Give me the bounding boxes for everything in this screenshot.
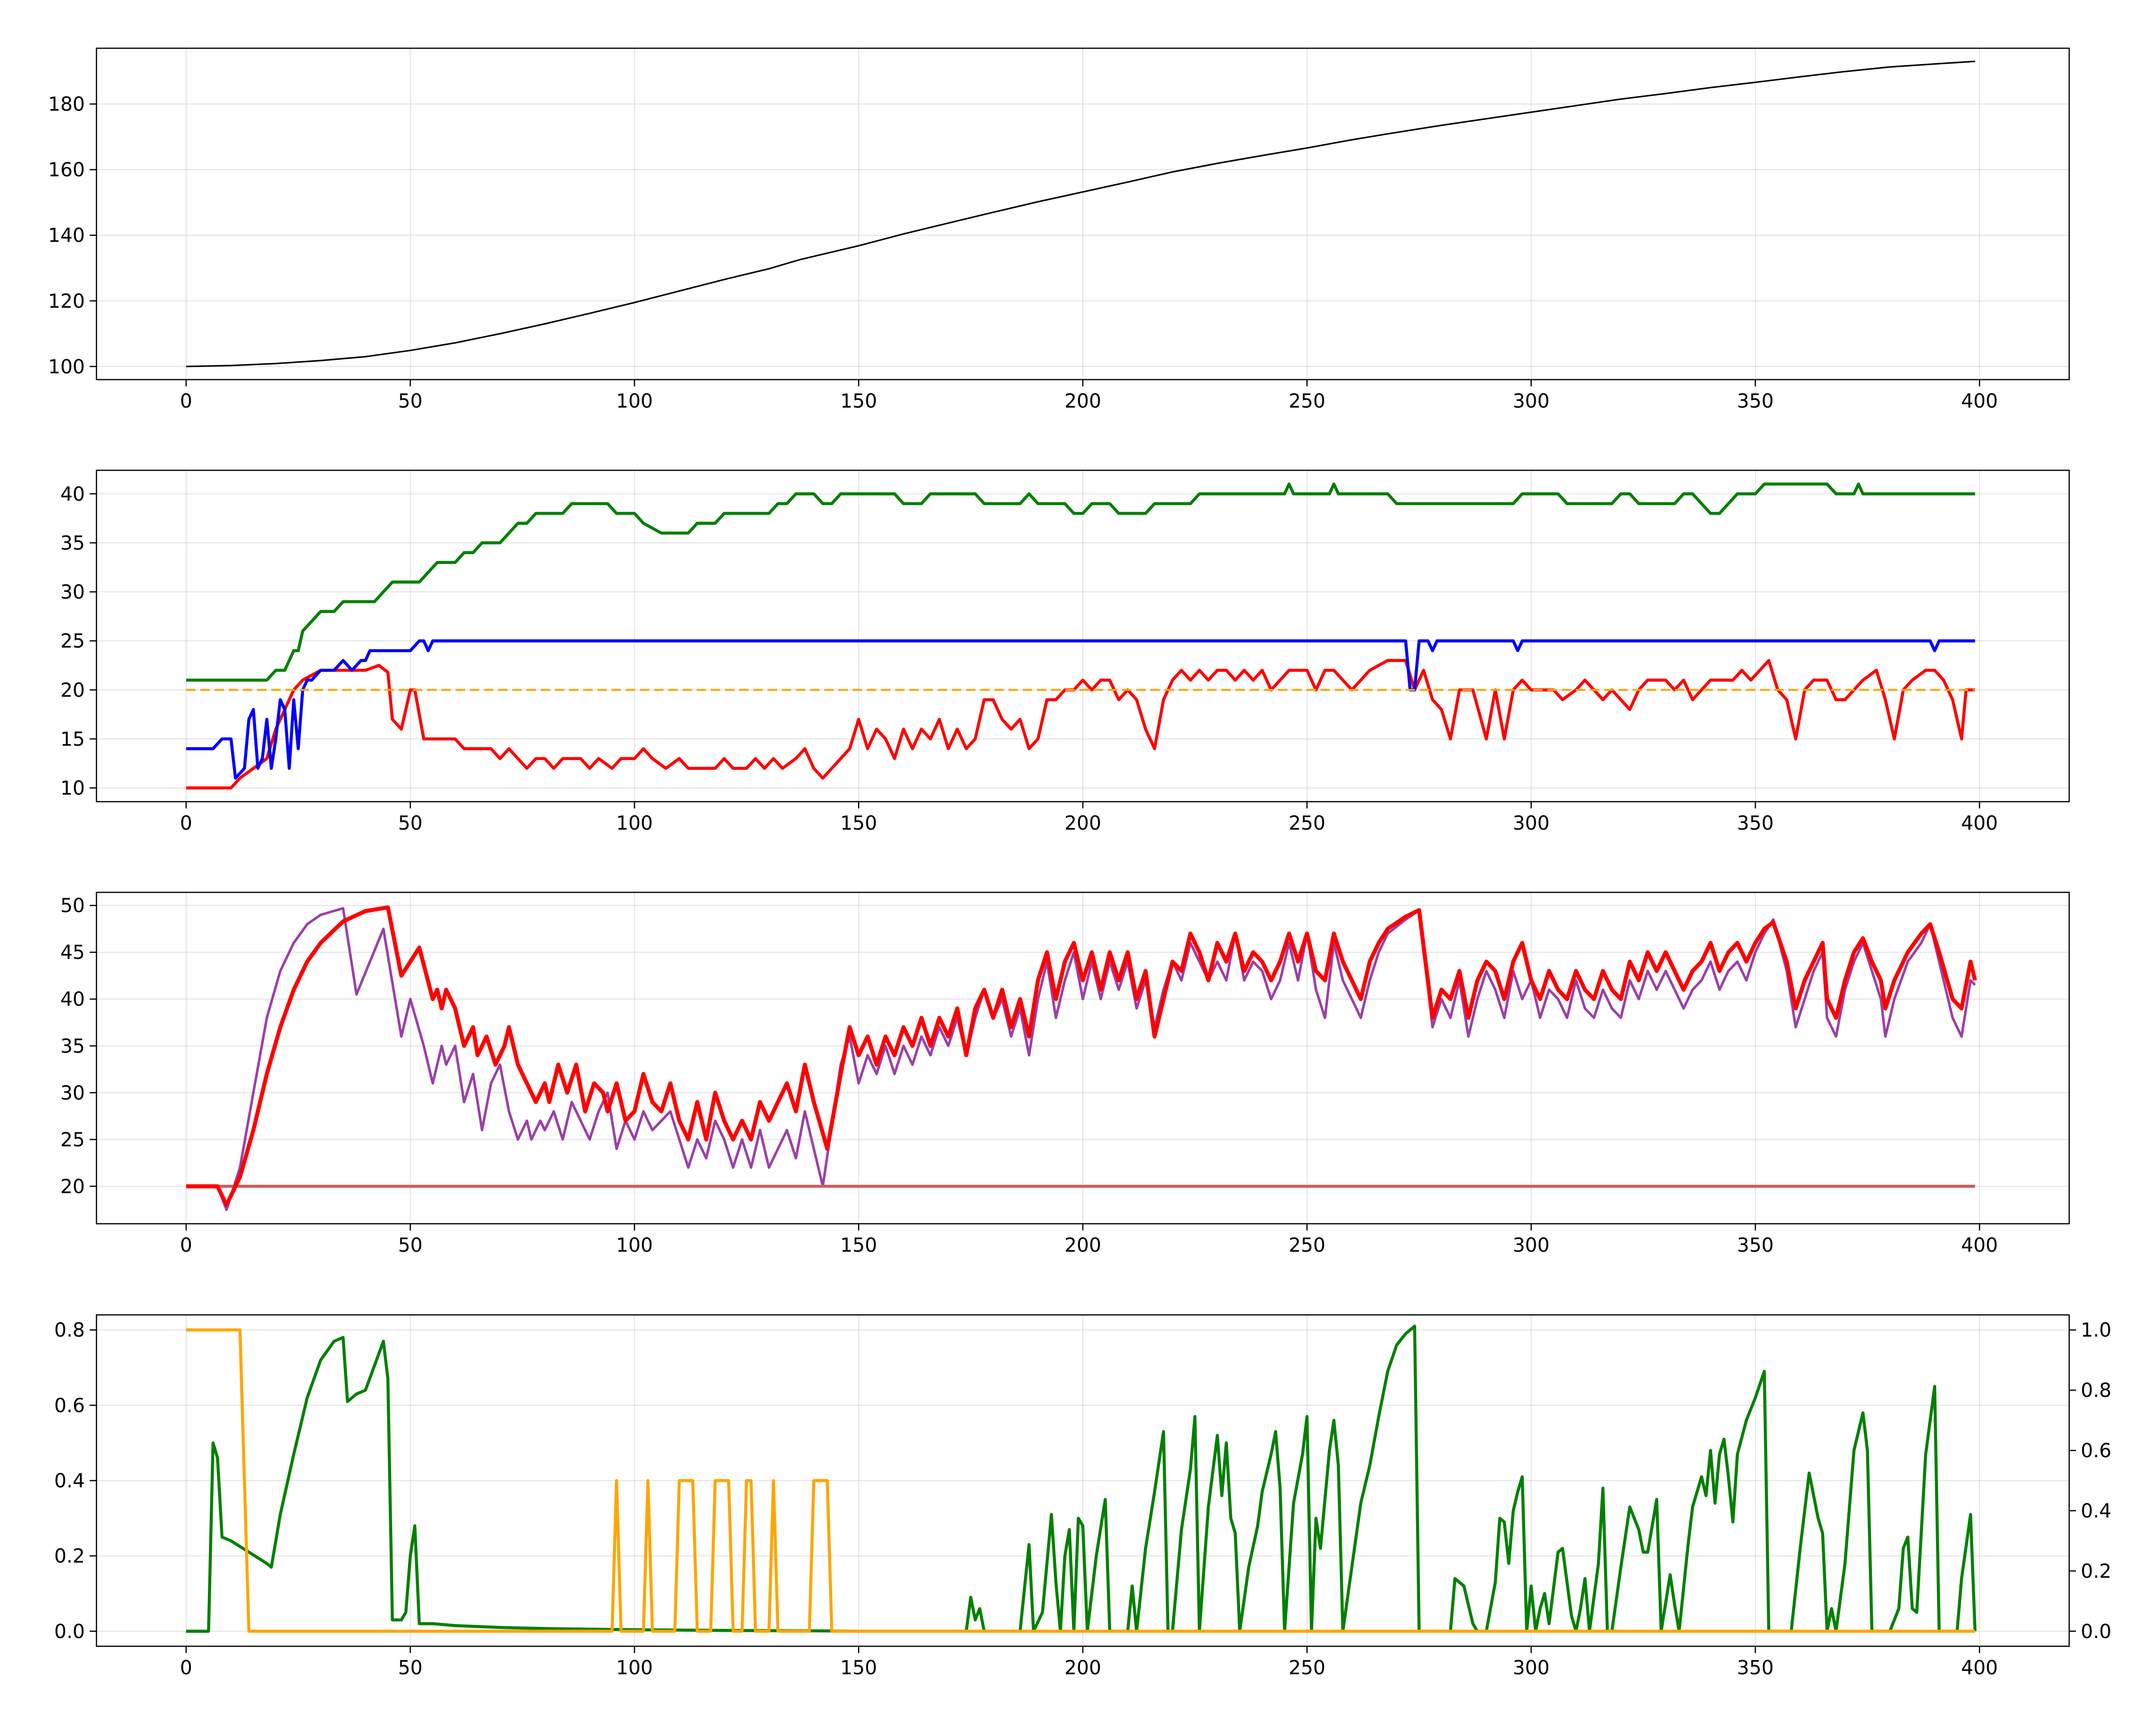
x-tick-label: 200 (1064, 1657, 1101, 1679)
y-tick-label: 20 (60, 1175, 85, 1198)
x-tick-label: 50 (398, 1234, 423, 1257)
y2-tick-label: 1.0 (2081, 1319, 2112, 1341)
x-tick-label: 150 (840, 390, 877, 412)
y-tick-label: 40 (60, 483, 85, 506)
panel-2: 0 50 100 150 200 250 300 350 400 10 15 20 25 30 35 40 (60, 469, 2070, 834)
x-tick-label: 300 (1513, 1657, 1549, 1679)
x-tick-label: 50 (398, 1657, 423, 1679)
x-tick-label: 250 (1289, 390, 1325, 412)
series-group (186, 905, 1977, 1211)
y-tick-label: 40 (60, 988, 85, 1011)
series-line-2 (186, 1328, 1975, 1633)
y-tick-label: 120 (48, 290, 85, 313)
y-tick-label: 0.0 (54, 1621, 85, 1643)
series-line-1 (186, 659, 1975, 790)
x-tick-label: 400 (1961, 1657, 1998, 1679)
series-line-2 (186, 639, 1975, 780)
x-tick-label: 0 (180, 1234, 192, 1257)
y-tick-label: 45 (60, 942, 85, 964)
x-tick-label: 50 (398, 390, 423, 412)
x-tick-label: 400 (1961, 1234, 1998, 1257)
x-tick-label: 250 (1289, 812, 1325, 834)
y2-tick-label: 0.6 (2081, 1440, 2112, 1462)
x-tick-label: 50 (398, 812, 423, 834)
y-tick-label: 100 (48, 356, 85, 378)
y-tick-label: 30 (60, 581, 85, 603)
y-tick-label: 35 (60, 532, 85, 554)
x-tick-label: 0 (180, 1657, 192, 1679)
y-tick-label: 0.2 (54, 1545, 85, 1568)
x-tick-label: 350 (1737, 1657, 1774, 1679)
series-group (186, 482, 1975, 790)
y2-tick-label: 0.2 (2081, 1560, 2112, 1583)
x-tick-label: 100 (616, 390, 653, 412)
y-tick-label: 140 (48, 225, 85, 247)
x-tick-label: 300 (1513, 812, 1549, 834)
y-tick-label: 35 (60, 1035, 85, 1057)
series-line-1 (186, 907, 1976, 1211)
x-tick-label: 200 (1064, 390, 1101, 412)
x-tick-label: 0 (180, 812, 192, 834)
x-tick-label: 100 (616, 1234, 653, 1257)
x-tick-label: 100 (616, 1657, 653, 1679)
x-tick-label: 150 (840, 1234, 877, 1257)
series-line-1 (186, 60, 1975, 368)
y2-tick-label: 0.4 (2081, 1500, 2112, 1522)
x-tick-label: 250 (1289, 1657, 1325, 1679)
y-tick-label: 10 (60, 778, 85, 800)
x-tick-label: 300 (1513, 390, 1549, 412)
x-tick-label: 200 (1064, 812, 1101, 834)
y-tick-label: 30 (60, 1082, 85, 1104)
x-tick-label: 150 (840, 1657, 877, 1679)
y2-tick-label: 0.8 (2081, 1380, 2112, 1402)
y-tick-label: 0.4 (54, 1470, 85, 1492)
x-tick-label: 250 (1289, 1234, 1325, 1257)
series-line-1 (186, 1325, 1977, 1633)
series-line-3 (186, 482, 1975, 682)
panel-4: 0 50 100 150 200 250 300 350 400 0.0 0.2 0.4 0.6 0.8 0… (54, 1314, 2112, 1679)
series-line-3 (186, 905, 1977, 1207)
y-tick-label: 160 (48, 159, 85, 181)
x-tick-label: 400 (1961, 390, 1998, 412)
y-tick-label: 20 (60, 679, 85, 701)
x-tick-label: 200 (1064, 1234, 1101, 1257)
y-tick-label: 0.8 (54, 1319, 85, 1341)
panel-3: 0 50 100 150 200 250 300 350 400 20 25 30 35 40 45 50 (60, 891, 2070, 1257)
y-tick-label: 0.6 (54, 1394, 85, 1417)
series-group (186, 1325, 1977, 1633)
x-tick-label: 300 (1513, 1234, 1549, 1257)
panel-1: 0 50 100 150 200 250 300 350 400 100 120 140 160 180 (48, 47, 2070, 412)
x-tick-label: 150 (840, 812, 877, 834)
x-tick-label: 350 (1737, 812, 1774, 834)
y-tick-label: 25 (60, 1129, 85, 1151)
series-group (186, 60, 1975, 368)
y-tick-label: 25 (60, 630, 85, 653)
y2-tick-label: 0.0 (2081, 1621, 2112, 1643)
x-tick-label: 350 (1737, 390, 1774, 412)
x-tick-label: 0 (180, 390, 192, 412)
x-tick-label: 350 (1737, 1234, 1774, 1257)
x-tick-label: 400 (1961, 812, 1998, 834)
y-tick-label: 50 (60, 895, 85, 917)
x-tick-label: 100 (616, 812, 653, 834)
y-tick-label: 15 (60, 728, 85, 751)
y-tick-label: 180 (48, 94, 85, 116)
